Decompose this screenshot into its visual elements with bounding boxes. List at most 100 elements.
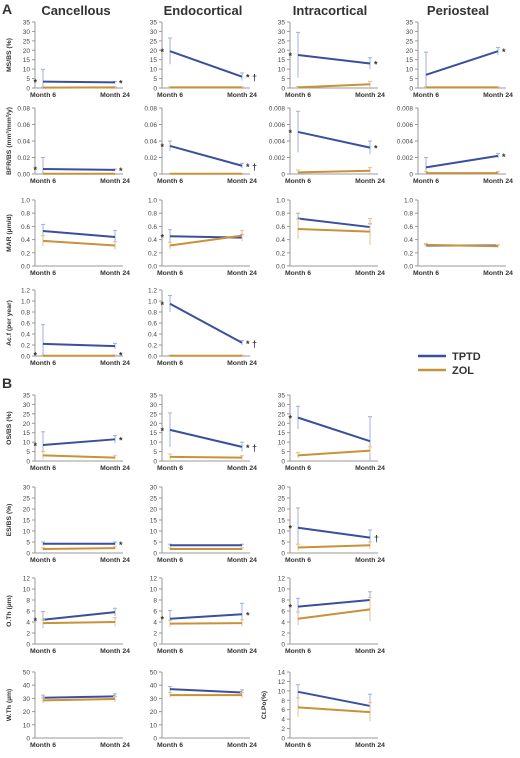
x-tick-label: Month 6 [30,465,56,472]
y-tick-label: 0.04 [144,139,157,146]
x-tick-label: Month 24 [355,742,385,749]
x-tick-label: Month 24 [355,270,385,277]
y-tick-label: 0.02 [144,155,157,162]
y-tick-label: 2 [153,631,157,638]
significance-marker: * [288,603,292,613]
x-tick-label: Month 6 [285,178,311,185]
chart-panel: 0 0.02 0.04 0.06 0.08 Month 6 Month 24 * * † [144,106,257,186]
x-tick-label: Month 6 [157,270,183,277]
y-tick-label: 0.2 [148,250,157,257]
y-tick-label: 0 [281,551,285,558]
series-line-zol [297,83,371,89]
chart-panel: 0.0 0.2 0.4 0.6 0.8 1.0 Month 6 Month 24 [276,198,385,278]
y-tick-label: 0.0 [404,264,413,271]
y-tick-label: 0.8 [276,211,285,218]
x-tick-label: Month 24 [483,92,513,99]
x-tick-label: Month 6 [285,557,311,564]
chart-panel: 0 2 4 6 8 10 12 Month 6 Month 24 * * [150,576,257,656]
x-tick-label: Month 6 [157,178,183,185]
x-tick-label: Month 24 [227,360,257,367]
x-tick-label: Month 24 [227,270,257,277]
chart-panel: 0 10 20 30 40 50 Month 6 Month 24 W.Th (µm) [6,670,130,750]
series-line-tptd [169,302,243,344]
y-tick-label: 30 [278,29,286,36]
y-tick-label: 5 [153,540,157,547]
y-tick-label: 15 [150,57,158,64]
series-line-tptd [169,613,243,620]
series-line-zol [42,547,116,551]
y-tick-label: 15 [23,518,31,525]
y-tick-label: 8 [26,598,30,605]
panel-label-b: B [2,375,12,391]
significance-marker: * † [246,73,257,83]
x-tick-label: Month 6 [30,742,56,749]
series-line-zol [297,228,371,233]
y-tick-label: 0.0 [21,354,30,361]
column-title-endocortical: Endocortical [164,3,243,18]
chart-panel: 0 0.002 0.004 0.006 0.008 Month 6 Month 24 * [397,106,513,186]
y-tick-label: 0 [26,459,30,466]
y-tick-label: 15 [406,57,414,64]
y-tick-label: 0 [153,642,157,649]
x-tick-label: Month 6 [30,178,56,185]
y-tick-label: 0.06 [17,122,30,129]
significance-marker: * [288,414,292,424]
series-line-tptd [297,526,371,539]
legend-label-zol: ZOL [452,365,474,377]
y-tick-label: 0.008 [397,106,414,113]
y-tick-label: 30 [406,29,414,36]
y-tick-label: 15 [23,430,31,437]
significance-marker: * [33,165,37,175]
chart-panel: 0.00 0.02 0.04 0.06 0.08 Month 6 Month 24 BFR/B… [6,106,130,186]
y-tick-label: 0.02 [17,155,30,162]
y-tick-label: 0 [153,86,157,93]
y-tick-label: 1.2 [21,288,30,295]
y-tick-label: 14 [278,670,286,677]
y-tick-label: 30 [23,696,31,703]
y-tick-label: 0 [26,736,30,743]
y-axis-label: W.Th (µm) [6,689,13,722]
y-tick-label: 20 [150,709,158,716]
y-tick-label: 25 [23,496,31,503]
y-tick-label: 25 [278,496,286,503]
y-tick-label: 1.0 [21,299,30,306]
series-line-tptd [42,230,116,238]
y-tick-label: 50 [150,670,158,677]
y-tick-label: 25 [150,496,158,503]
y-tick-label: 8 [153,598,157,605]
y-tick-label: 1.0 [404,198,413,205]
significance-marker: * [33,441,37,451]
chart-panel: 0.0 0.2 0.4 0.6 0.8 1.0 Month 6 Month 24 MAR (µm… [6,198,130,278]
y-tick-label: 5 [26,449,30,456]
significance-marker: * [288,524,292,534]
y-tick-label: 35 [278,20,286,27]
x-tick-label: Month 6 [30,557,56,564]
y-tick-label: 0 [26,86,30,93]
series-line-tptd [42,438,116,446]
series-line-tptd [425,50,499,76]
series-line-zol [297,706,371,714]
x-tick-label: Month 24 [100,742,130,749]
y-tick-label: 0 [26,642,30,649]
significance-marker: * [502,152,506,162]
x-tick-label: Month 24 [227,557,257,564]
y-tick-label: 0.8 [21,211,30,218]
y-axis-label: OS/BS (%) [6,411,13,445]
x-tick-label: Month 6 [157,742,183,749]
y-tick-label: 0.002 [269,155,286,162]
chart-panel: 0 5 10 15 20 25 30 35 Month 6 Month 24 * [278,393,385,473]
x-tick-label: Month 24 [100,557,130,564]
x-tick-label: Month 24 [100,648,130,655]
x-tick-label: Month 24 [100,92,130,99]
x-tick-label: Month 24 [100,270,130,277]
series-line-tptd [42,695,116,699]
y-tick-label: 0.4 [404,237,413,244]
y-tick-label: 0.2 [21,250,30,257]
y-tick-label: 0.2 [148,343,157,350]
y-tick-label: 5 [281,449,285,456]
y-tick-label: 10 [23,67,31,74]
y-tick-label: 0.6 [21,224,30,231]
x-tick-label: Month 24 [355,92,385,99]
x-tick-label: Month 6 [30,270,56,277]
